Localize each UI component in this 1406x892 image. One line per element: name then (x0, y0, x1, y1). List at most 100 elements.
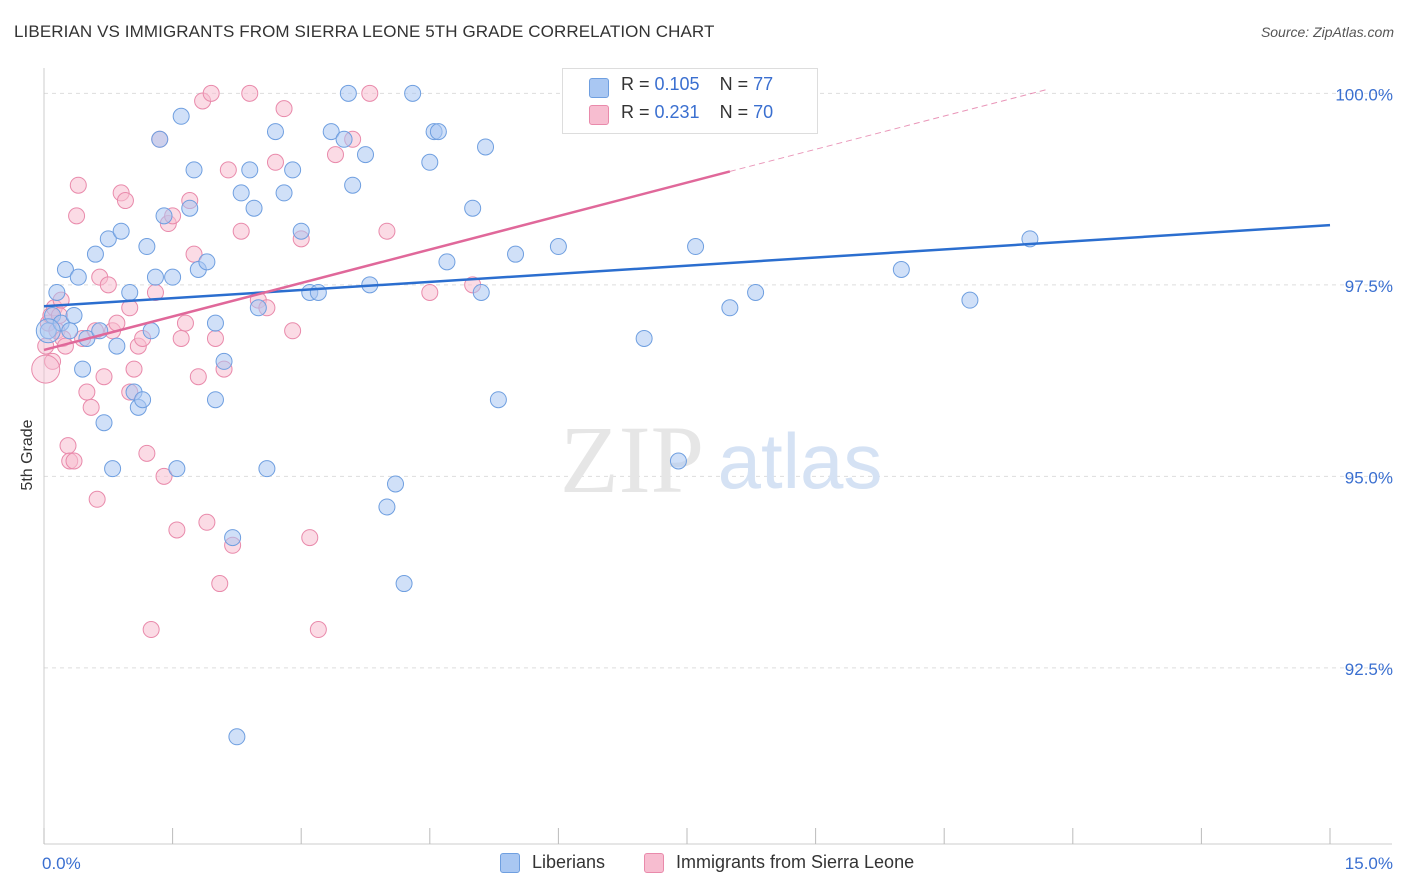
liberians-point (206, 391, 224, 409)
sierra-leone-point (125, 360, 143, 378)
liberians-point (95, 414, 113, 432)
liberians-point (138, 238, 156, 256)
sierra-leone-point (378, 222, 396, 240)
liberians-point (65, 306, 83, 324)
y-tick-label-3: 100.0% (1335, 85, 1393, 104)
tick-labels: 92.5% 95.0% 97.5% 100.0% 0.0% 15.0% (42, 85, 1393, 873)
liberians-point (266, 123, 284, 141)
liberians-point (168, 460, 186, 478)
x-tick-label-1: 15.0% (1345, 854, 1393, 873)
sierra-leone-point (68, 207, 86, 225)
sierra-leone-point (44, 352, 62, 370)
sierra-leone-point-large (31, 354, 61, 384)
liberians-point (232, 184, 250, 202)
liberians-point (635, 329, 653, 347)
sierra-leone-point (241, 84, 259, 102)
legend-label-sierra-leone: Immigrants from Sierra Leone (676, 852, 915, 872)
liberians-point (74, 360, 92, 378)
liberians-point (961, 291, 979, 309)
sierra-leone-point (155, 467, 173, 485)
sierra-leone-point (275, 100, 293, 118)
sierra-leone-point (138, 444, 156, 462)
liberians-point (104, 460, 122, 478)
axes (43, 68, 1392, 845)
liberians-point (292, 222, 310, 240)
watermark-atlas: atlas (718, 417, 883, 505)
legend: Liberians Immigrants from Sierra Leone (0, 852, 1406, 876)
liberians-point (687, 238, 705, 256)
liberians-point (669, 452, 687, 470)
stats-swatch-liberians (589, 78, 609, 98)
liberians-point (507, 245, 525, 263)
liberians-point (215, 352, 233, 370)
liberians-point (121, 283, 139, 301)
liberians-point (198, 253, 216, 271)
liberians-point (134, 391, 152, 409)
liberians-point (404, 84, 422, 102)
legend-label-liberians: Liberians (532, 852, 606, 872)
liberians-point (322, 123, 340, 141)
liberians-point (164, 268, 182, 286)
liberians-point (438, 253, 456, 271)
liberians-point (339, 84, 357, 102)
liberians-point (472, 283, 490, 301)
liberians-point (185, 161, 203, 179)
sierra-leone-point (172, 329, 190, 347)
liberians-point (309, 283, 327, 301)
sierra-leone-point (142, 621, 160, 639)
liberians-point (245, 199, 263, 217)
sierra-leone-point (361, 84, 379, 102)
stats-liberians-n-value: 77 (753, 74, 774, 94)
liberians-point (142, 322, 160, 340)
liberians-point (206, 314, 224, 332)
legend-swatch-liberians (500, 852, 520, 873)
liberians-points (35, 84, 1039, 746)
sierra-leone-point (116, 192, 134, 210)
sierra-leone-point (301, 529, 319, 547)
liberians-point (99, 230, 117, 248)
sierra-leone-point (309, 621, 327, 639)
legend-item-sierra-leone[interactable]: Immigrants from Sierra Leone (644, 852, 914, 873)
legend-item-liberians[interactable]: Liberians (500, 852, 605, 873)
sierra-leone-point (78, 383, 96, 401)
liberians-point (155, 207, 173, 225)
stats-sierra-leone-n-label: N = (719, 102, 754, 122)
sierra-leone-point (88, 490, 106, 508)
legend-swatch-sierra-leone (644, 852, 664, 873)
sierra-leone-point (421, 283, 439, 301)
x-tick-label-0: 0.0% (42, 854, 81, 873)
liberians-point (549, 238, 567, 256)
sierra-leone-point (219, 161, 237, 179)
grid-lines (44, 92, 1392, 669)
liberians-point (747, 283, 765, 301)
liberians-point (151, 130, 169, 148)
liberians-point-large (35, 318, 61, 344)
liberians-point (892, 261, 910, 278)
liberians-point (61, 322, 79, 340)
sierra-leone-point (69, 176, 87, 194)
liberians-point (112, 222, 130, 240)
liberians-point (146, 268, 164, 286)
sierra-leone-points (31, 84, 610, 639)
liberians-point (344, 176, 362, 194)
liberians-point (721, 299, 739, 317)
sierra-leone-trend-line (43, 170, 731, 352)
stats-sierra-leone-r-label: R = (621, 102, 655, 122)
stats-box: R = 0.105 N = 77 R = 0.231 N = 70 (562, 68, 818, 134)
watermark: ZIP atlas (560, 406, 882, 513)
liberians-point (357, 146, 374, 164)
stats-sierra-leone: R = 0.231 N = 70 (621, 102, 773, 123)
sierra-leone-point (211, 575, 229, 593)
y-tick-label-1: 95.0% (1345, 468, 1393, 487)
stats-sierra-leone-n-value: 70 (753, 102, 774, 122)
liberians-point (387, 475, 405, 493)
liberians-point (241, 161, 259, 179)
y-tick-label-2: 97.5% (1345, 277, 1393, 296)
liberians-point (86, 245, 104, 263)
liberians-point (56, 261, 74, 278)
liberians-point (258, 460, 276, 478)
sierra-leone-point (206, 329, 224, 347)
sierra-leone-point (82, 398, 100, 416)
liberians-point (395, 575, 413, 593)
liberians-point (108, 337, 126, 355)
